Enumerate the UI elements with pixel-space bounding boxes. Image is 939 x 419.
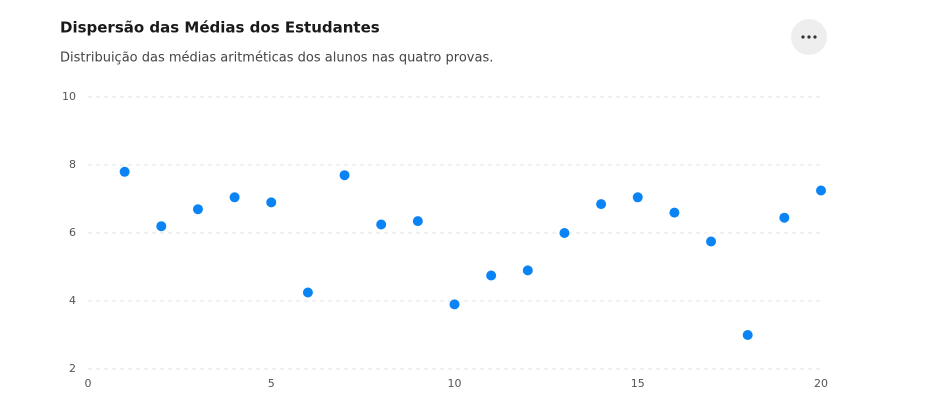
- x-tick-label: 20: [814, 377, 828, 390]
- x-tick-label: 15: [631, 377, 645, 390]
- point: [669, 207, 680, 218]
- point: [779, 212, 790, 223]
- chart-subtitle: Distribuição das médias aritméticas dos …: [60, 51, 493, 66]
- chart-title: Dispersão das Médias dos Estudantes: [60, 19, 380, 37]
- point: [156, 221, 167, 232]
- point: [119, 166, 130, 177]
- more-dot[interactable]: [807, 35, 811, 39]
- point: [742, 330, 753, 340]
- y-tick-label: 6: [69, 226, 76, 239]
- point: [376, 219, 387, 230]
- point: [559, 228, 570, 238]
- more-button[interactable]: [791, 19, 827, 55]
- y-tick-label: 8: [69, 158, 76, 171]
- point: [596, 199, 607, 210]
- point: [302, 287, 313, 298]
- more-dot[interactable]: [801, 35, 805, 39]
- point: [706, 236, 717, 247]
- y-tick-label: 4: [69, 294, 76, 307]
- x-tick-label: 5: [268, 377, 275, 390]
- point: [632, 192, 643, 203]
- point: [266, 197, 277, 208]
- point: [192, 204, 203, 215]
- point: [229, 192, 240, 203]
- y-tick-label: 2: [69, 362, 76, 375]
- x-tick-label: 10: [448, 377, 462, 390]
- x-tick-label: 0: [85, 377, 92, 390]
- point: [816, 185, 826, 196]
- point: [486, 270, 497, 281]
- point: [339, 170, 350, 181]
- y-tick-label: 10: [62, 90, 76, 103]
- point: [412, 216, 423, 227]
- point: [449, 299, 460, 310]
- point: [522, 265, 533, 276]
- more-dot[interactable]: [813, 35, 817, 39]
